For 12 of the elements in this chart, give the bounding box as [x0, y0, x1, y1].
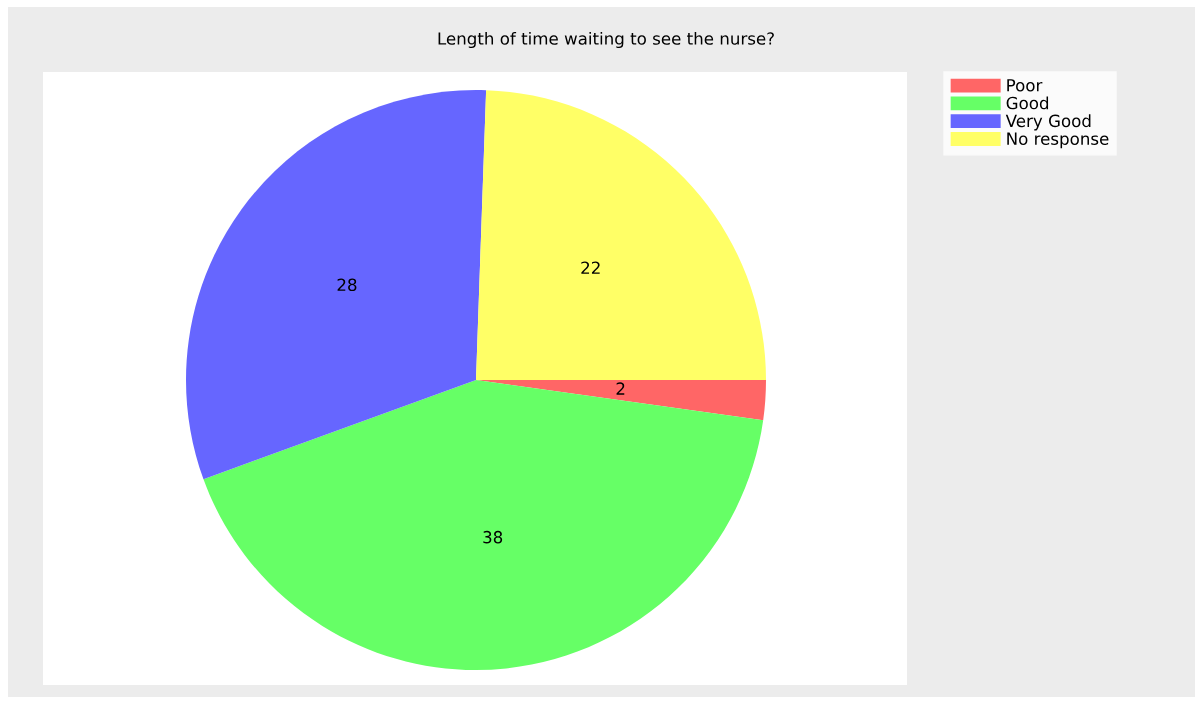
legend-label: No response [1007, 132, 1109, 149]
data-label: 22 [581, 261, 600, 274]
chart-title: Length of time waiting to see the nurse? [438, 31, 774, 49]
data-label: 2 [616, 382, 625, 395]
data-label: 38 [483, 530, 503, 544]
pie-slice [476, 90, 766, 380]
pie-slice [203, 380, 764, 670]
pie-slice [186, 90, 487, 480]
legend-label: Very Good [1005, 114, 1091, 131]
data-label: 28 [337, 278, 357, 292]
legend-label: Good [1006, 96, 1049, 110]
legend-label: Poor [1007, 79, 1043, 92]
